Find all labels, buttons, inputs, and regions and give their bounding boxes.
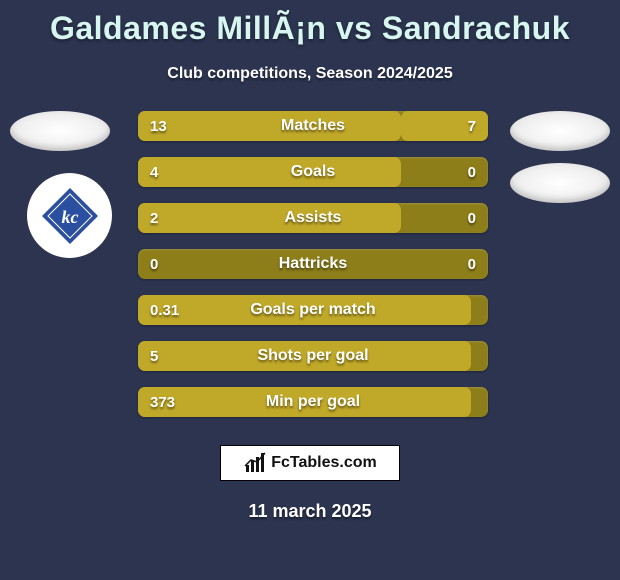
bar-fill-left [138, 387, 471, 417]
svg-text:kc: kc [61, 207, 78, 227]
bar-fill-left [138, 157, 401, 187]
stat-row: Min per goal373 [138, 387, 488, 417]
stat-row: Matches137 [138, 111, 488, 141]
player-right-avatar-1 [510, 111, 610, 151]
bar-track [138, 249, 488, 279]
bar-fill-left [138, 203, 401, 233]
bar-fill-left [138, 341, 471, 371]
stat-row: Assists20 [138, 203, 488, 233]
stat-row: Shots per goal5 [138, 341, 488, 371]
stat-bars: Matches137 Goals40 Assists20 Hattricks00 Goa… [138, 111, 488, 433]
stat-row: Goals per match0.31 [138, 295, 488, 325]
chart-icon [243, 451, 267, 475]
page-subtitle: Club competitions, Season 2024/2025 [0, 65, 620, 83]
club-badge-left: kc [27, 173, 112, 258]
bar-fill-left [138, 295, 471, 325]
stat-row: Hattricks00 [138, 249, 488, 279]
comparison-arena: kc Matches137 Goals40 Assists20 Hattricks00… [0, 111, 620, 431]
footer-date: 11 march 2025 [0, 501, 620, 522]
club-badge-icon: kc [40, 186, 100, 246]
page-title: Galdames MillÃ¡n vs Sandrachuk [0, 0, 620, 47]
bar-fill-right [401, 111, 489, 141]
footer-brand-box: FcTables.com [220, 445, 400, 481]
player-left-avatar [10, 111, 110, 151]
stat-row: Goals40 [138, 157, 488, 187]
bar-fill-left [138, 111, 401, 141]
footer-brand-text: FcTables.com [271, 454, 377, 472]
player-right-avatar-2 [510, 163, 610, 203]
